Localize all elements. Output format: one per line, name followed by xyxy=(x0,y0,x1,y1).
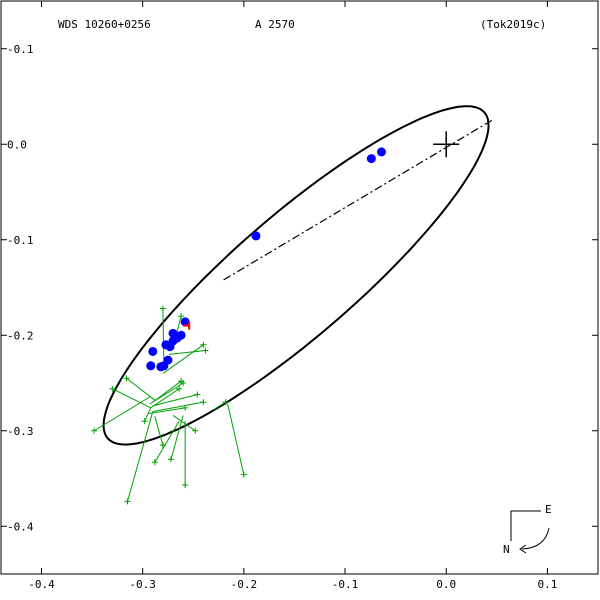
compass-east-label: E xyxy=(545,503,552,516)
micrometer-residual xyxy=(162,344,204,374)
micrometer-point xyxy=(194,391,201,398)
speckle-observations xyxy=(146,147,386,372)
plot-frame xyxy=(0,0,599,575)
micrometer-point xyxy=(91,427,98,434)
micrometer-residual xyxy=(172,415,196,432)
speckle-point xyxy=(251,231,261,241)
micrometer-point xyxy=(182,482,189,489)
axis-ticks xyxy=(1,1,598,574)
micrometer-observations xyxy=(91,305,247,505)
x-tick-label: -0.2 xyxy=(231,578,258,591)
speckle-point xyxy=(168,328,178,338)
speckle-point xyxy=(146,361,156,371)
micrometer-point xyxy=(182,404,189,411)
micrometer-point xyxy=(159,442,166,449)
x-tick-label: 0.1 xyxy=(537,578,557,591)
micrometer-point xyxy=(176,385,183,392)
compass-north-label: N xyxy=(503,543,510,556)
micrometer-residual xyxy=(168,350,206,355)
y-tick-label: -0.2 xyxy=(7,329,34,342)
x-tick-label: -0.1 xyxy=(332,578,359,591)
line-of-nodes xyxy=(223,119,493,281)
speckle-point xyxy=(148,346,158,356)
primary-star-cross xyxy=(433,131,460,158)
orbit-ellipse xyxy=(102,105,490,446)
micrometer-residual xyxy=(144,407,152,422)
micrometer-point xyxy=(141,418,148,425)
x-tick-label: -0.3 xyxy=(129,578,156,591)
speckle-point xyxy=(180,317,190,327)
micrometer-point xyxy=(124,498,131,505)
micrometer-point xyxy=(167,456,174,463)
header-right: (Tok2019c) xyxy=(480,18,546,31)
micrometer-point xyxy=(240,471,247,478)
micrometer-residual xyxy=(152,380,182,403)
speckle-point xyxy=(376,147,386,157)
micrometer-residual xyxy=(213,401,226,411)
compass-arrow xyxy=(521,527,550,550)
header-left: WDS 10260+0256 xyxy=(58,18,151,31)
special-observations xyxy=(183,321,191,330)
primary-star-marker xyxy=(433,131,460,158)
micrometer-residual xyxy=(227,403,245,475)
micrometer-point xyxy=(123,375,130,382)
micrometer-point xyxy=(202,347,209,354)
micrometer-residual xyxy=(148,407,186,415)
speckle-point xyxy=(156,362,166,372)
micrometer-residual xyxy=(127,411,154,502)
x-tick-label: -0.4 xyxy=(28,578,55,591)
compass: E N xyxy=(503,503,552,556)
y-tick-label: -0.1 xyxy=(7,43,34,56)
micrometer-point xyxy=(151,459,158,466)
compass-lines xyxy=(510,510,541,541)
speckle-point xyxy=(161,340,171,350)
speckle-point xyxy=(366,154,376,164)
micrometer-residual xyxy=(152,401,204,413)
micrometer-point xyxy=(222,399,229,406)
micrometer-point xyxy=(192,427,199,434)
micrometer-residual xyxy=(170,415,184,460)
micrometer-point xyxy=(178,313,185,320)
axis-tick-labels: -0.4 -0.3 -0.2 -0.1 0.0 0.1 -0.1 0.0 -0.1 -0.2 -0.… xyxy=(7,43,557,591)
y-tick-label: 0.0 xyxy=(7,138,27,151)
micrometer-residual xyxy=(112,388,151,409)
micrometer-point xyxy=(178,378,185,385)
micrometer-residual xyxy=(154,416,164,446)
micrometer-residual xyxy=(154,420,180,463)
micrometer-point xyxy=(159,305,166,312)
micrometer-residual xyxy=(162,308,165,366)
micrometer-residual xyxy=(152,393,198,407)
micrometer-residual xyxy=(150,388,180,409)
compass-arrowhead xyxy=(519,544,527,554)
y-tick-label: -0.3 xyxy=(7,425,34,438)
header-center: A 2570 xyxy=(255,18,295,31)
y-tick-label: -0.1 xyxy=(7,234,34,247)
micrometer-point xyxy=(200,341,207,348)
micrometer-point xyxy=(109,385,116,392)
y-tick-label: -0.4 xyxy=(7,520,34,533)
micrometer-point xyxy=(200,399,207,406)
micrometer-residual xyxy=(93,395,152,432)
x-tick-label: 0.0 xyxy=(436,578,456,591)
